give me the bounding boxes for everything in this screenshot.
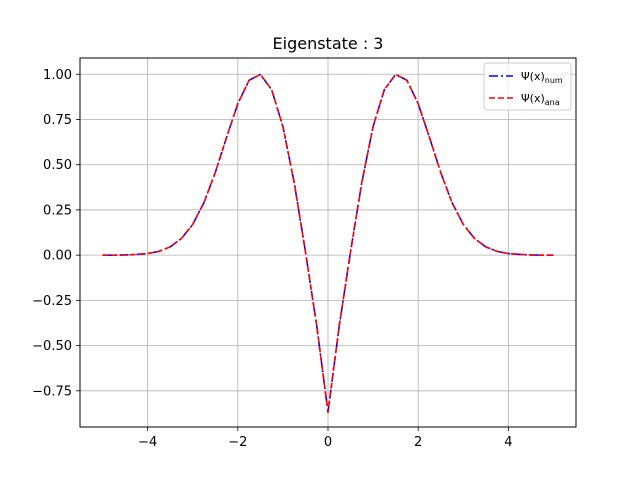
legend: Ψ(x)num Ψ(x)ana xyxy=(483,62,572,111)
legend-label-ana-sub: ana xyxy=(545,98,560,107)
x-tick-label: 4 xyxy=(504,435,512,450)
x-tick-label: 2 xyxy=(414,435,422,450)
y-tick-label: −0.50 xyxy=(32,339,72,354)
x-tick-label: −4 xyxy=(138,435,157,450)
legend-label-ana: Ψ(x)ana xyxy=(521,92,560,107)
grid xyxy=(80,58,576,427)
legend-label-ana-main: Ψ(x) xyxy=(521,92,545,105)
series-line-ana xyxy=(102,73,554,413)
y-tick-label: −0.75 xyxy=(32,384,72,399)
y-axis: −0.75 −0.50 −0.25 0.00 0.25 0.50 0.75 1.00 xyxy=(32,68,80,399)
legend-box xyxy=(483,62,572,111)
legend-label-num: Ψ(x)num xyxy=(521,70,563,85)
y-tick-label: 0.50 xyxy=(43,158,72,173)
y-tick-label: 1.00 xyxy=(43,68,72,83)
chart-title: Eigenstate : 3 xyxy=(273,34,384,53)
y-tick-label: 0.25 xyxy=(43,203,72,218)
y-tick-label: 0.00 xyxy=(43,249,72,264)
series-layer xyxy=(102,73,554,413)
x-tick-label: −2 xyxy=(228,435,247,450)
y-tick-label: −0.25 xyxy=(32,294,72,309)
x-tick-label: 0 xyxy=(324,435,332,450)
legend-label-num-sub: num xyxy=(545,76,563,85)
legend-label-num-main: Ψ(x) xyxy=(521,70,545,83)
y-tick-label: 0.75 xyxy=(43,113,72,128)
x-axis: −4 −2 0 2 4 xyxy=(138,427,513,450)
